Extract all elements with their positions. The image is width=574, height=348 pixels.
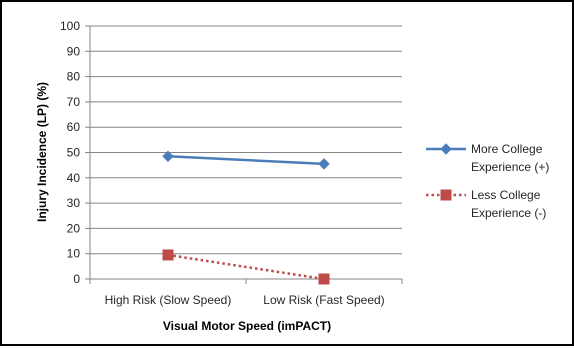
y-tick-label: 100	[60, 19, 80, 33]
y-axis-title: Injury Incidence (LP) (%)	[35, 82, 49, 222]
y-tick-label: 40	[67, 171, 81, 185]
y-tick-label: 50	[67, 146, 81, 160]
y-tick-label: 10	[67, 247, 81, 261]
legend: More College Experience (+) Less College Ex…	[426, 142, 549, 220]
series	[162, 150, 330, 285]
y-tick-label: 80	[67, 70, 81, 84]
x-tick-label: High Risk (Slow Speed)	[105, 293, 232, 307]
y-tick-label: 90	[67, 44, 81, 58]
series-line	[167, 253, 325, 281]
series-line	[167, 155, 325, 166]
data-point	[318, 158, 330, 170]
y-tick-label: 20	[67, 221, 81, 235]
data-point	[162, 249, 174, 261]
y-tick-label: 30	[67, 196, 81, 210]
legend-entry-1: More College Experience (+)	[426, 142, 549, 174]
axes	[85, 25, 403, 284]
data-point	[440, 189, 452, 201]
legend-label: More College Experience (+)	[471, 142, 549, 174]
gridlines	[90, 25, 402, 255]
data-point	[440, 143, 452, 155]
legend-label: Less College Experience (-)	[471, 188, 546, 220]
data-point	[162, 150, 174, 163]
x-axis-title: Visual Motor Speed (imPACT)	[163, 319, 331, 333]
legend-entry-2: Less College Experience (-)	[426, 188, 546, 220]
y-tick-label: 70	[67, 95, 81, 109]
y-tick-label: 60	[67, 120, 81, 134]
x-tick-label: Low Risk (Fast Speed)	[263, 293, 384, 307]
tick-labels: 0 10 20 30 40 50 60 70 80 90 100 High Risk (Slow Sp…	[60, 19, 385, 307]
data-point	[318, 273, 330, 285]
series-2	[162, 249, 330, 285]
y-tick-label: 0	[73, 272, 80, 286]
series-1	[162, 150, 330, 170]
